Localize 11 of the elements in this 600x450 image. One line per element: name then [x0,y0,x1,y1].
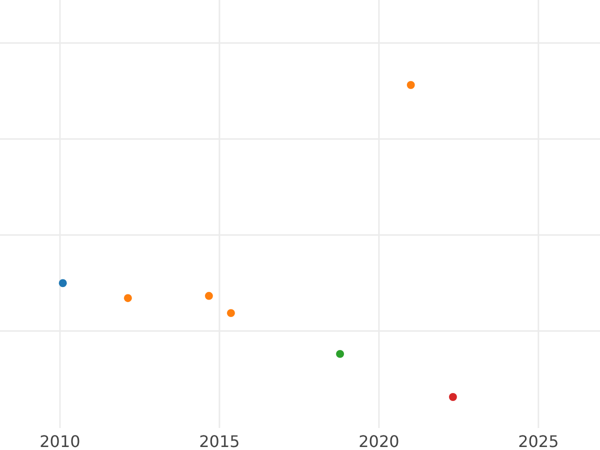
x-tick-label: 2020 [358,432,400,450]
point [124,294,132,302]
point [226,309,235,318]
x-tick-label: 2025 [518,432,559,450]
point [336,350,344,358]
point [204,292,213,300]
point [448,393,457,401]
x-tick-label: 2010 [40,432,80,450]
point [58,279,67,288]
x-tick-label: 2015 [199,432,240,450]
point [406,81,415,89]
